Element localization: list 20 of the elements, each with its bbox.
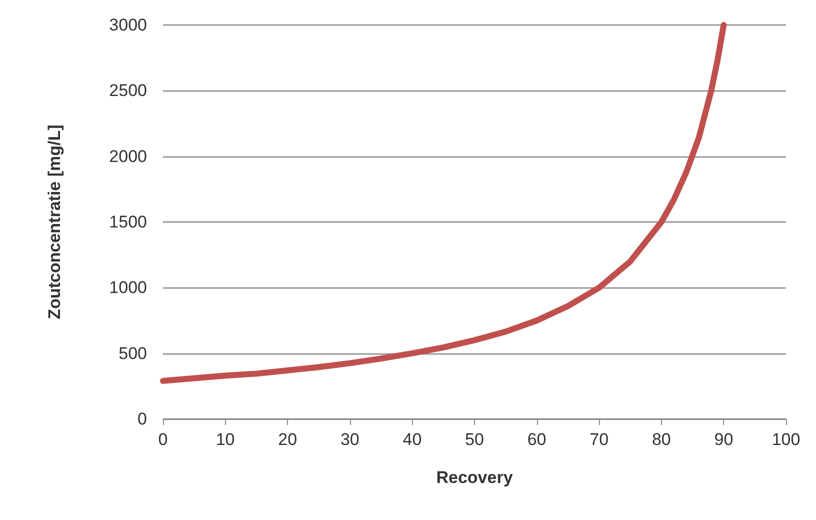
y-tick-label: 500 bbox=[118, 344, 147, 363]
y-tick-label: 1500 bbox=[109, 212, 147, 232]
x-tick-label: 80 bbox=[652, 430, 671, 449]
x-tick-label: 100 bbox=[772, 430, 800, 449]
y-tick-label: 3000 bbox=[109, 16, 147, 34]
x-tick-label: 40 bbox=[402, 430, 422, 449]
x-tick-label: 50 bbox=[465, 430, 484, 449]
y-tick-label: 1000 bbox=[109, 278, 147, 298]
x-axis-title: Recovery bbox=[436, 468, 514, 487]
y-tick-label: 2000 bbox=[109, 146, 147, 166]
y-tick-label: 0 bbox=[138, 410, 147, 428]
x-tick-label: 20 bbox=[278, 430, 298, 449]
x-tick-label: 30 bbox=[340, 430, 360, 449]
y-tick-label: 2500 bbox=[109, 81, 147, 100]
y-axis-title: Zoutconcentratie [mg/L] bbox=[45, 124, 64, 320]
x-tick-label: 70 bbox=[590, 430, 609, 449]
x-tick-label: 90 bbox=[714, 430, 734, 449]
x-tick-label: 10 bbox=[216, 430, 235, 449]
x-tick-label: 0 bbox=[158, 430, 168, 449]
x-tick-label: 60 bbox=[527, 430, 546, 449]
